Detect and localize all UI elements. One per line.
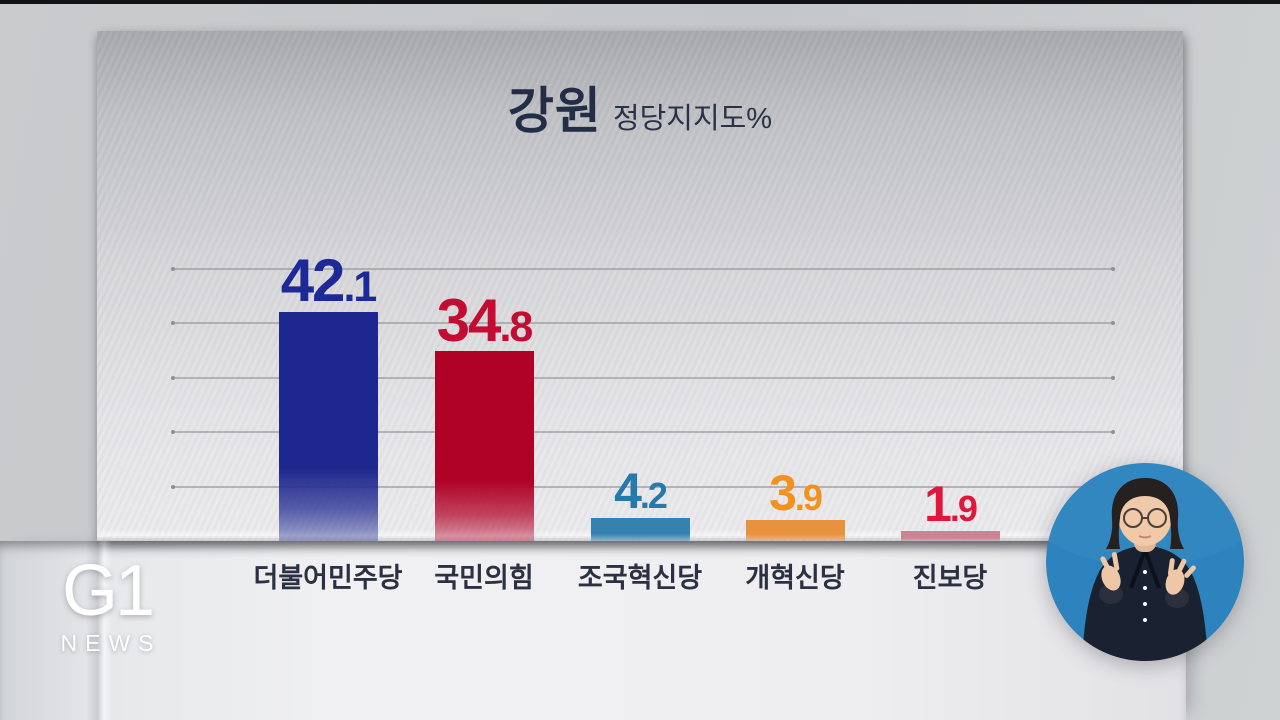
sign-language-interpreter-inset xyxy=(1045,462,1245,662)
interpreter-face xyxy=(1118,486,1172,546)
chart-panel: 강원 정당지지도% xyxy=(97,31,1183,541)
lower-paper-sheet xyxy=(0,541,1186,720)
chart-title: 강원 정당지지도% xyxy=(97,71,1183,143)
g1-news-logo: G1 NEWS xyxy=(47,552,167,656)
interpreter-hair xyxy=(1106,478,1184,549)
region-title: 강원 xyxy=(507,83,602,139)
interpreter-hands xyxy=(1100,552,1196,595)
interpreter-glasses xyxy=(1123,508,1167,528)
paper-texture xyxy=(97,31,1183,541)
station-logo-text: G1 xyxy=(61,551,155,631)
station-logo-subtext: NEWS xyxy=(60,630,162,656)
paper-roll-edge xyxy=(97,529,1183,541)
letterbox-top xyxy=(0,0,1280,4)
interpreter-avatar-icon xyxy=(1046,463,1244,661)
chart-subtitle: 정당지지도% xyxy=(612,103,773,135)
paper-fold xyxy=(86,541,112,720)
